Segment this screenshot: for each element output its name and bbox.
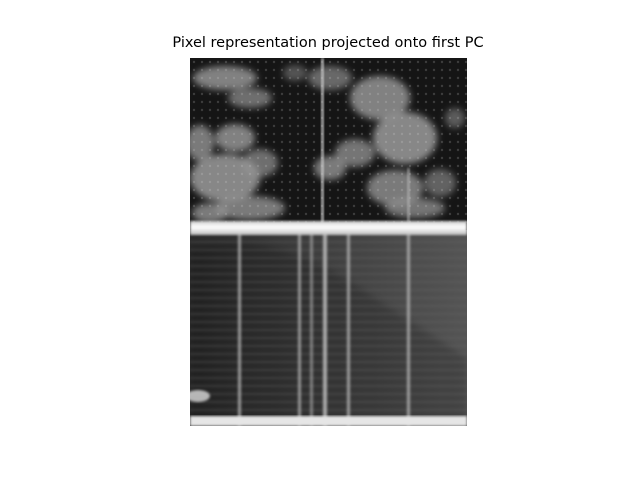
bottom-band bbox=[190, 416, 467, 426]
horizontal-stripes bbox=[190, 241, 467, 411]
upper-vertical-line bbox=[321, 58, 324, 223]
figure-title: Pixel representation projected onto firs… bbox=[172, 35, 484, 51]
bright-horizontal-band bbox=[190, 221, 467, 235]
vertical-lines bbox=[238, 230, 410, 426]
pixel-image bbox=[190, 58, 467, 426]
